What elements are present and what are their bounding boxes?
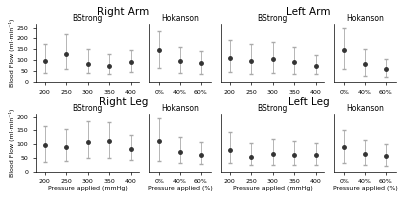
Title: Hokanson: Hokanson (346, 15, 384, 23)
Title: Hokanson: Hokanson (161, 104, 199, 113)
X-axis label: Pressure applied (mmHg): Pressure applied (mmHg) (48, 186, 128, 191)
Title: BStrong: BStrong (257, 104, 288, 113)
Text: Right Arm: Right Arm (97, 7, 150, 17)
X-axis label: Pressure applied (%): Pressure applied (%) (333, 186, 398, 191)
Title: BStrong: BStrong (257, 15, 288, 23)
X-axis label: Pressure applied (mmHg): Pressure applied (mmHg) (233, 186, 312, 191)
Y-axis label: Blood Flow (ml·min⁻¹): Blood Flow (ml·min⁻¹) (9, 19, 15, 87)
Y-axis label: Blood Flow (ml·min⁻¹): Blood Flow (ml·min⁻¹) (9, 109, 15, 177)
Text: Left Arm: Left Arm (286, 7, 331, 17)
Text: Right Leg: Right Leg (99, 97, 148, 107)
Title: Hokanson: Hokanson (161, 15, 199, 23)
Title: BStrong: BStrong (72, 15, 103, 23)
X-axis label: Pressure applied (%): Pressure applied (%) (148, 186, 212, 191)
Title: BStrong: BStrong (72, 104, 103, 113)
Text: Left Leg: Left Leg (288, 97, 329, 107)
Title: Hokanson: Hokanson (346, 104, 384, 113)
